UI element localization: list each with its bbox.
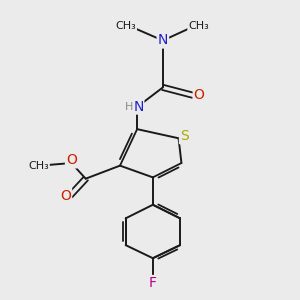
Text: O: O [60, 189, 71, 202]
Text: N: N [134, 100, 144, 114]
Text: CH₃: CH₃ [115, 21, 136, 31]
Text: O: O [66, 153, 77, 167]
Text: CH₃: CH₃ [188, 21, 209, 31]
Text: H: H [125, 102, 133, 112]
Text: N: N [158, 34, 168, 47]
Text: S: S [180, 129, 189, 143]
Text: CH₃: CH₃ [28, 160, 49, 171]
Text: F: F [149, 276, 157, 290]
Text: O: O [194, 88, 205, 102]
